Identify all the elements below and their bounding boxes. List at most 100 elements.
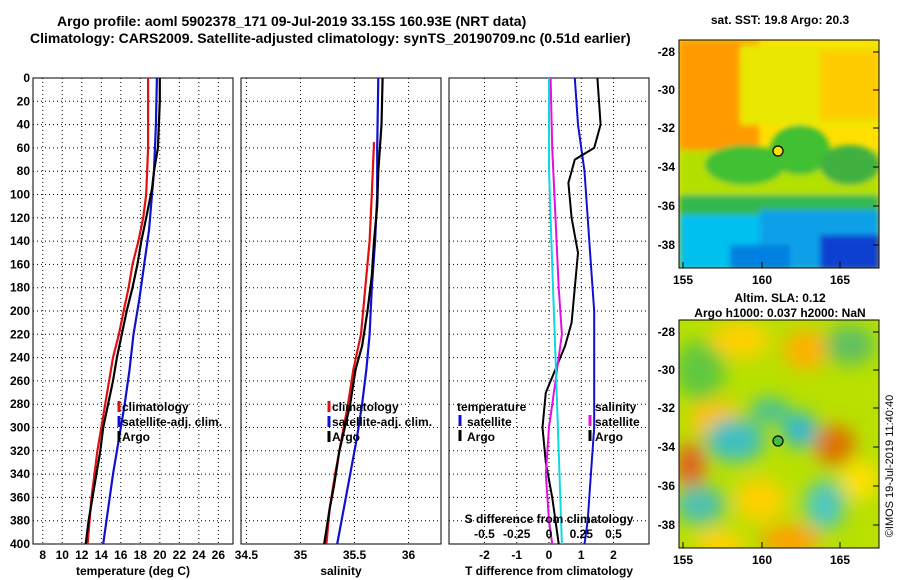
x-tick-label: 22: [173, 548, 187, 562]
x-tick-label: 35: [294, 548, 308, 562]
title-line-2: Climatology: CARS2009. Satellite-adjuste…: [30, 30, 631, 46]
map-y-tick-label: -32: [658, 121, 676, 135]
x-tick-label: 35.5: [343, 548, 367, 562]
y-tick-label: 220: [10, 327, 30, 341]
legend-label: satellite-adj. clim.: [332, 415, 432, 429]
x-tick-label: 20: [153, 548, 167, 562]
y-tick-label: 120: [10, 211, 30, 225]
argo-location-marker: [772, 145, 784, 157]
top-tick-label: 0.5: [605, 527, 622, 541]
difference-panel: -2 -1 0 1 2 T difference from climatology temp…: [448, 77, 650, 578]
sla-map: Altim. SLA: 0.12 Argo h1000: 0.037 h2000…: [658, 291, 880, 567]
map-y-tick-label: -38: [658, 238, 676, 252]
x-tick-label: 26: [212, 548, 226, 562]
y-tick-label: 20: [17, 94, 31, 108]
series-line-t-argo: [541, 77, 602, 545]
salinity-panel: 34.5 35 35.5 36 salinity climatologysatellite…: [235, 77, 442, 578]
y-tick-label: 280: [10, 397, 30, 411]
y-tick-label: 240: [10, 351, 30, 365]
sst-map: sat. SST: 19.8 Argo: 20.3: [658, 13, 880, 287]
x-axis-label: salinity: [320, 564, 362, 578]
x-tick-label: 10: [56, 548, 70, 562]
temperature-panel: 0 20 40 60 80 100 120 140 160 180 200 220 240 260 280 3…: [10, 71, 234, 578]
x-tick-label: 24: [192, 548, 206, 562]
top-axis-label: S difference from climatology: [465, 512, 634, 526]
plot-frame: [32, 77, 234, 545]
sst-map-title: sat. SST: 19.8 Argo: 20.3: [711, 13, 850, 27]
map-x-tick-label: 165: [830, 553, 850, 567]
map-y-tick-label: -36: [658, 479, 676, 493]
map-y-tick-label: -38: [658, 518, 676, 532]
legend-label: Argo: [467, 430, 495, 444]
series-line-argo: [323, 77, 384, 545]
y-tick-label: 180: [10, 281, 30, 295]
y-tick-label: 200: [10, 304, 30, 318]
x-tick-label: 36: [402, 548, 416, 562]
legend-label: climatology: [332, 400, 399, 414]
plot-frame: [240, 77, 442, 545]
x-tick-label: -2: [479, 548, 490, 562]
map-x-tick-label: 160: [752, 553, 772, 567]
legend-label: climatology: [122, 400, 189, 414]
argo-location-marker-sla: [772, 435, 784, 447]
y-tick-label: 400: [10, 537, 30, 551]
x-axis-label: temperature (deg C): [76, 564, 190, 578]
map-x-tick-label: 165: [830, 273, 850, 287]
y-tick-label: 320: [10, 444, 30, 458]
sst-map-field: [679, 40, 879, 268]
legend-label: Argo: [122, 430, 150, 444]
x-tick-label: -1: [511, 548, 522, 562]
y-tick-label: 380: [10, 514, 30, 528]
map-x-tick-label: 160: [752, 273, 772, 287]
legend-label: satellite: [467, 415, 512, 429]
map-y-tick-label: -30: [658, 363, 676, 377]
x-tick-label: 12: [75, 548, 89, 562]
x-tick-label: 34.5: [235, 548, 259, 562]
x-tick-label: 18: [134, 548, 148, 562]
y-tick-label: 80: [17, 164, 31, 178]
map-x-tick-label: 155: [673, 273, 693, 287]
series-line-s-argo: [548, 78, 563, 545]
map-y-tick-label: -34: [658, 160, 676, 174]
y-tick-label: 0: [23, 71, 30, 85]
y-tick-label: 140: [10, 234, 30, 248]
y-tick-label: 360: [10, 490, 30, 504]
series-line-argo: [84, 78, 161, 545]
title-line-1: Argo profile: aoml 5902378_171 09-Jul-20…: [57, 13, 527, 29]
y-tick-label: 340: [10, 467, 30, 481]
map-y-tick-label: -30: [658, 83, 676, 97]
top-tick-label: 0.25: [570, 527, 594, 541]
sla-map-title-2: Argo h1000: 0.037 h2000: NaN: [694, 306, 865, 320]
top-tick-label: -0.5: [474, 527, 495, 541]
x-tick-label: 2: [610, 548, 617, 562]
legend-label: Argo: [332, 430, 360, 444]
x-tick-label: 0: [546, 548, 553, 562]
top-tick-label: -0.25: [503, 527, 531, 541]
top-tick-label: 0: [546, 527, 553, 541]
y-tick-label: 40: [17, 118, 31, 132]
legend-label: Argo: [595, 430, 623, 444]
sla-map-title-1: Altim. SLA: 0.12: [734, 291, 826, 305]
x-tick-label: 16: [114, 548, 128, 562]
map-y-tick-label: -28: [658, 45, 676, 59]
imos-watermark: ©IMOS 19-Jul-2019 11:40:40: [884, 395, 896, 537]
y-tick-label: 300: [10, 421, 30, 435]
legend-label: satellite: [595, 415, 640, 429]
y-tick-label: 100: [10, 188, 30, 202]
legend-label: satellite-adj. clim.: [122, 415, 222, 429]
legend-title-salinity: salinity: [595, 400, 637, 414]
map-y-tick-label: -36: [658, 199, 676, 213]
map-y-tick-label: -34: [658, 440, 676, 454]
x-tick-label: 14: [95, 548, 109, 562]
legend-title-temperature: temperature: [457, 400, 527, 414]
y-tick-label: 160: [10, 257, 30, 271]
map-x-tick-label: 155: [673, 553, 693, 567]
x-axis-label: T difference from climatology: [465, 564, 633, 578]
x-tick-label: 8: [39, 548, 46, 562]
sla-map-field: [679, 320, 879, 548]
series-line-s-satellite: [544, 77, 563, 545]
map-y-tick-label: -28: [658, 325, 676, 339]
x-tick-label: 1: [578, 548, 585, 562]
